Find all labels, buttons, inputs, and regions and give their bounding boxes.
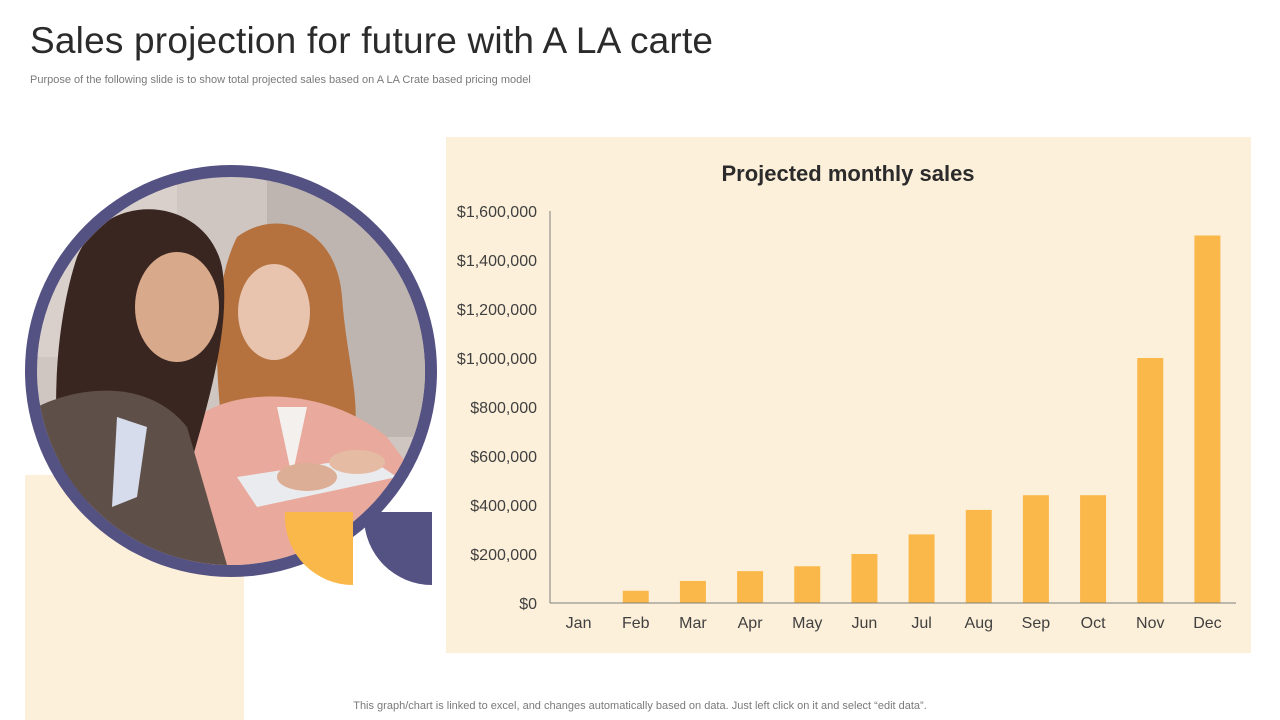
- y-tick-label: $1,600,000: [457, 204, 537, 221]
- bar-oct[interactable]: [1080, 495, 1107, 603]
- decorative-quarter-yellow: [285, 512, 353, 585]
- x-tick-label-aug: Aug: [965, 615, 993, 632]
- bar-dec[interactable]: [1194, 235, 1221, 604]
- y-tick-label: $0: [519, 596, 537, 613]
- slide-subtitle: Purpose of the following slide is to sho…: [30, 74, 531, 86]
- y-tick-label: $1,400,000: [457, 253, 537, 270]
- bar-aug[interactable]: [965, 509, 992, 603]
- y-tick-label: $1,000,000: [457, 351, 537, 368]
- bar-jun[interactable]: [851, 554, 878, 603]
- bar-nov[interactable]: [1137, 358, 1164, 603]
- x-tick-label-nov: Nov: [1136, 615, 1164, 632]
- x-tick-label-may: May: [792, 615, 822, 632]
- bar-sep[interactable]: [1022, 495, 1049, 603]
- bar-jul[interactable]: [908, 534, 935, 603]
- footer-note: This graph/chart is linked to excel, and…: [353, 700, 927, 712]
- y-tick-label: $800,000: [470, 400, 537, 417]
- slide-title: Sales projection for future with A LA ca…: [30, 20, 714, 61]
- bar-feb[interactable]: [622, 590, 649, 603]
- x-tick-label-dec: Dec: [1193, 615, 1221, 632]
- bar-mar[interactable]: [679, 580, 706, 603]
- bar-may[interactable]: [794, 566, 821, 603]
- chart-panel[interactable]: Projected monthly sales $0 $200,000 $400,0…: [446, 137, 1251, 653]
- team-photo: [37, 177, 425, 565]
- y-tick-label: $1,200,000: [457, 302, 537, 319]
- x-tick-label-mar: Mar: [679, 615, 707, 632]
- x-tick-label-jun: Jun: [852, 615, 878, 632]
- decorative-quarter-purple: [364, 512, 432, 585]
- bar-apr[interactable]: [737, 571, 764, 603]
- x-tick-label-jan: Jan: [566, 615, 592, 632]
- y-tick-label: $200,000: [470, 547, 537, 564]
- x-tick-label-jul: Jul: [911, 615, 931, 632]
- chart-title: Projected monthly sales: [721, 161, 974, 186]
- x-tick-label-feb: Feb: [622, 615, 650, 632]
- bar-chart[interactable]: Projected monthly sales $0 $200,000 $400,0…: [446, 137, 1251, 653]
- x-tick-label-oct: Oct: [1081, 615, 1106, 632]
- x-tick-label-apr: Apr: [738, 615, 764, 632]
- y-tick-label: $400,000: [470, 498, 537, 515]
- x-tick-label-sep: Sep: [1022, 615, 1051, 632]
- y-tick-label: $600,000: [470, 449, 537, 466]
